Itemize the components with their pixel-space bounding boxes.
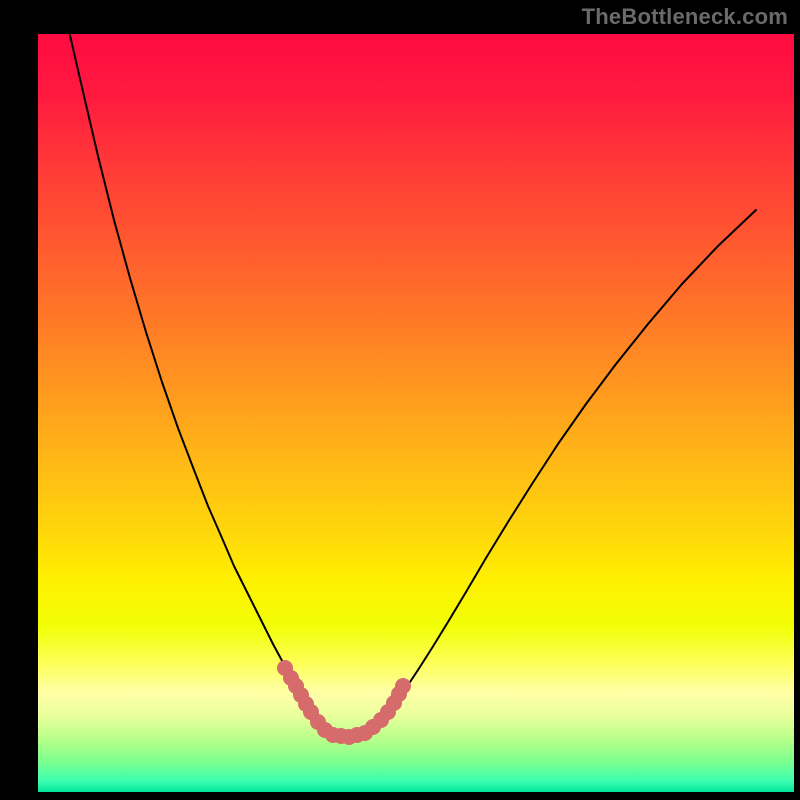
chart-svg — [38, 34, 794, 792]
bottleneck-curve — [62, 34, 756, 737]
data-marker — [395, 678, 411, 694]
marker-group — [277, 660, 411, 745]
watermark-text: TheBottleneck.com — [582, 4, 788, 30]
plot-area — [38, 34, 794, 792]
